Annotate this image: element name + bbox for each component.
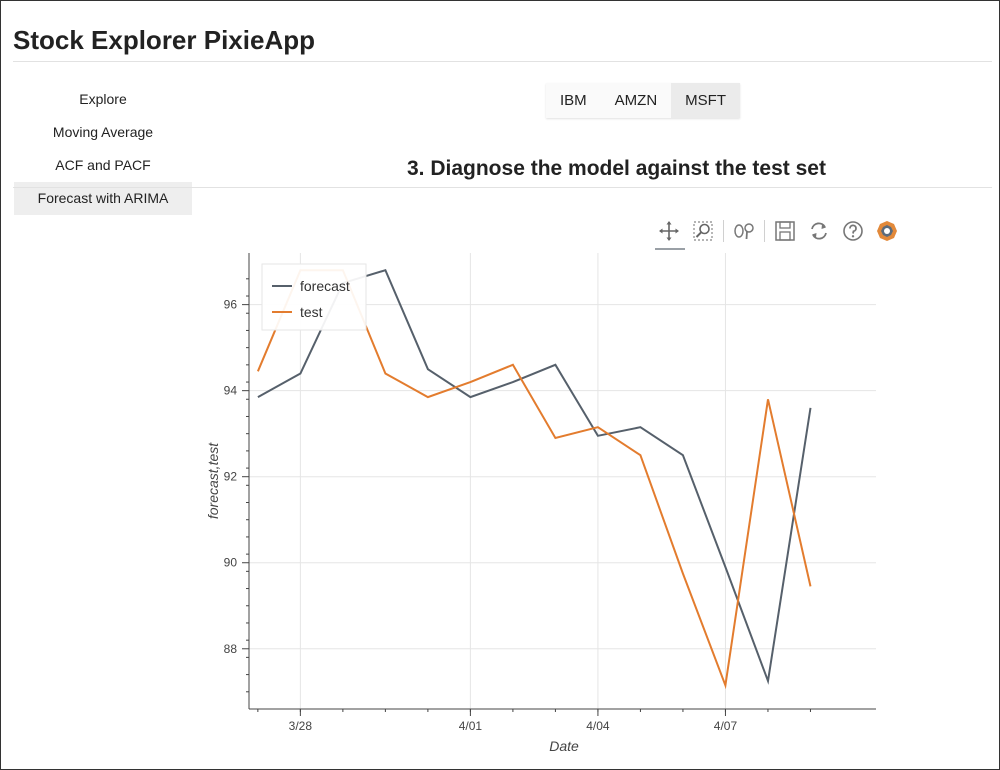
grid xyxy=(249,253,876,709)
y-tick-label: 96 xyxy=(224,298,238,312)
bokeh-logo-icon xyxy=(877,221,897,241)
x-axis-label: Date xyxy=(549,738,579,754)
save-button[interactable] xyxy=(771,217,799,245)
reset-icon xyxy=(811,222,827,240)
sidebar-item-explore[interactable]: Explore xyxy=(79,91,127,107)
box-zoom-button[interactable] xyxy=(689,217,717,245)
box-zoom-icon xyxy=(693,221,713,241)
tab-msft[interactable]: MSFT xyxy=(671,83,740,118)
bokeh-logo-button[interactable] xyxy=(873,217,901,245)
toolbar-separator xyxy=(723,220,724,242)
reset-button[interactable] xyxy=(805,217,833,245)
section-title: 3. Diagnose the model against the test s… xyxy=(407,157,826,180)
legend-box xyxy=(261,263,367,331)
tab-ibm[interactable]: IBM xyxy=(546,83,601,118)
x-tick-label: 4/07 xyxy=(714,719,738,733)
help-button[interactable] xyxy=(839,217,867,245)
tab-amzn[interactable]: AMZN xyxy=(600,83,672,118)
y-axis-label: forecast,test xyxy=(205,442,221,519)
y-tick-label: 92 xyxy=(224,470,238,484)
ticker-tabs: IBM AMZN MSFT xyxy=(546,83,740,118)
x-tick-label: 4/04 xyxy=(586,719,610,733)
help-icon xyxy=(843,221,863,241)
legend-label-test: test xyxy=(300,304,323,320)
y-axis: 88 90 92 94 96 xyxy=(224,253,250,709)
section-divider xyxy=(13,187,992,188)
x-axis: 3/28 4/01 4/04 4/07 xyxy=(249,708,876,733)
forecast-test-chart[interactable]: 88 90 92 94 96 3/28 4/01 4/04 4/07 forecast test… xyxy=(195,248,895,763)
app-title: Stock Explorer PixieApp xyxy=(13,25,315,55)
pan-tool-button[interactable] xyxy=(655,217,685,250)
sidebar: Explore Moving Average ACF and PACF Fore… xyxy=(14,83,192,215)
toolbar-separator xyxy=(764,220,765,242)
y-tick-label: 94 xyxy=(224,384,238,398)
chart-toolbar xyxy=(655,217,907,250)
save-icon xyxy=(775,221,795,241)
y-tick-label: 90 xyxy=(224,556,238,570)
sidebar-item-moving-average[interactable]: Moving Average xyxy=(52,124,154,140)
wheel-zoom-button[interactable] xyxy=(730,217,758,245)
sidebar-item-acf-pacf[interactable]: ACF and PACF xyxy=(55,157,151,173)
wheel-zoom-icon xyxy=(734,223,754,240)
legend-label-forecast: forecast xyxy=(300,278,350,294)
pan-icon xyxy=(659,221,679,241)
x-tick-label: 3/28 xyxy=(289,719,313,733)
title-divider xyxy=(13,61,992,62)
y-tick-label: 88 xyxy=(224,642,238,656)
x-tick-label: 4/01 xyxy=(459,719,483,733)
legend: forecast test xyxy=(261,263,367,331)
